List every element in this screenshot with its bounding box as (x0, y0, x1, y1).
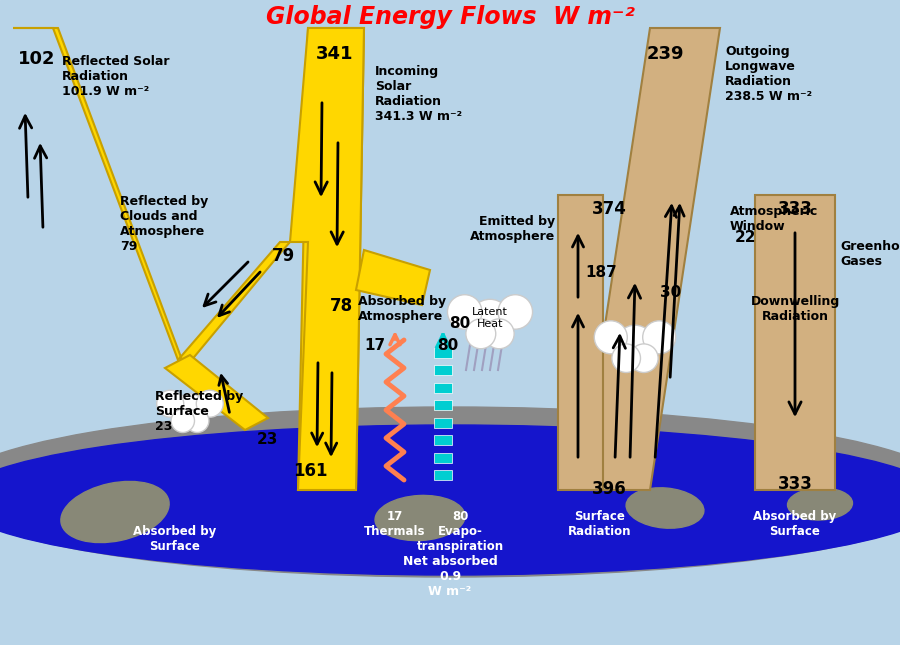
Bar (434, 470, 452, 480)
Text: 187: 187 (585, 265, 617, 280)
Polygon shape (356, 250, 430, 305)
Circle shape (174, 394, 206, 426)
Ellipse shape (375, 495, 465, 541)
Polygon shape (558, 195, 603, 490)
Bar (434, 365, 452, 375)
Text: Surface
Radiation: Surface Radiation (568, 510, 632, 538)
Text: Greenhouse
Gases: Greenhouse Gases (840, 240, 900, 268)
Circle shape (157, 390, 184, 417)
Text: 333: 333 (778, 200, 813, 218)
Text: 17: 17 (364, 338, 385, 353)
Text: 396: 396 (591, 480, 626, 498)
Polygon shape (298, 28, 364, 490)
Text: Absorbed by
Atmosphere: Absorbed by Atmosphere (358, 295, 446, 323)
Circle shape (629, 344, 658, 373)
Text: Incoming
Solar
Radiation
341.3 W m⁻²: Incoming Solar Radiation 341.3 W m⁻² (375, 65, 462, 123)
Circle shape (643, 321, 676, 354)
Text: 341: 341 (316, 45, 354, 63)
Text: 374: 374 (591, 200, 626, 218)
Bar (434, 453, 452, 462)
Text: Absorbed by
Surface: Absorbed by Surface (133, 525, 217, 553)
Ellipse shape (788, 488, 852, 520)
Text: 22: 22 (735, 230, 757, 245)
Circle shape (594, 321, 627, 354)
Bar (434, 348, 452, 357)
Circle shape (185, 409, 209, 433)
Text: 30: 30 (660, 285, 681, 300)
Text: Reflected Solar
Radiation
101.9 W m⁻²: Reflected Solar Radiation 101.9 W m⁻² (62, 55, 169, 98)
Polygon shape (13, 28, 364, 490)
Bar (434, 401, 452, 410)
Text: 79: 79 (272, 247, 295, 265)
Ellipse shape (61, 481, 169, 542)
Text: Downwelling
Radiation: Downwelling Radiation (751, 295, 840, 323)
Circle shape (196, 390, 223, 417)
Text: 80: 80 (437, 338, 459, 353)
Ellipse shape (0, 407, 900, 577)
Circle shape (466, 319, 496, 349)
Text: 239: 239 (646, 45, 684, 63)
Bar (434, 383, 452, 393)
Polygon shape (755, 195, 835, 490)
Text: 80
Evapo-
transpiration: 80 Evapo- transpiration (417, 510, 504, 553)
Circle shape (498, 295, 533, 329)
Text: 161: 161 (292, 462, 328, 480)
Polygon shape (580, 28, 720, 490)
Text: Outgoing
Longwave
Radiation
238.5 W m⁻²: Outgoing Longwave Radiation 238.5 W m⁻² (725, 45, 812, 103)
Text: Emitted by
Atmosphere: Emitted by Atmosphere (470, 215, 555, 243)
Text: Reflected by
Surface
23: Reflected by Surface 23 (155, 390, 243, 433)
Ellipse shape (0, 425, 900, 575)
Text: Global Energy Flows  W m⁻²: Global Energy Flows W m⁻² (266, 5, 634, 29)
Text: 17
Thermals: 17 Thermals (364, 510, 426, 538)
Text: Latent
Heat: Latent Heat (472, 307, 508, 329)
Text: Atmospheric
Window: Atmospheric Window (730, 205, 818, 233)
Text: 78: 78 (330, 297, 353, 315)
Circle shape (484, 319, 514, 349)
Circle shape (469, 299, 510, 341)
Ellipse shape (626, 488, 704, 528)
Circle shape (616, 325, 655, 365)
Bar (434, 418, 452, 428)
Circle shape (612, 344, 641, 373)
Circle shape (447, 295, 482, 329)
Bar (434, 435, 452, 445)
Text: 102: 102 (18, 50, 56, 68)
Circle shape (171, 409, 194, 433)
Text: Reflected by
Clouds and
Atmosphere
79: Reflected by Clouds and Atmosphere 79 (120, 195, 208, 253)
Text: 23: 23 (256, 432, 278, 447)
Polygon shape (165, 355, 268, 430)
Text: Absorbed by
Surface: Absorbed by Surface (753, 510, 837, 538)
Text: Net absorbed
0.9
W m⁻²: Net absorbed 0.9 W m⁻² (402, 555, 498, 598)
Text: 80: 80 (449, 317, 471, 332)
Text: 333: 333 (778, 475, 813, 493)
